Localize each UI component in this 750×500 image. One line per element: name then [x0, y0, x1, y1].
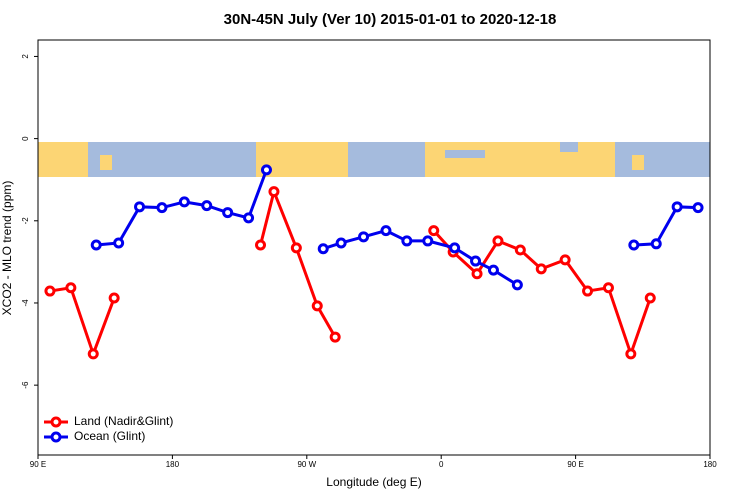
data-point	[268, 186, 280, 198]
data-point	[582, 285, 594, 297]
x-tick-label: 180	[166, 460, 180, 469]
data-point	[625, 348, 637, 360]
data-point	[514, 244, 526, 256]
x-tick-label: 90 E	[567, 460, 583, 469]
data-point	[44, 285, 56, 297]
y-tick-label: -4	[21, 299, 30, 307]
data-point	[156, 202, 168, 214]
x-tick-label: 180	[703, 460, 717, 469]
legend-marker	[50, 431, 62, 443]
data-point	[260, 164, 272, 176]
data-point	[65, 282, 77, 294]
data-point	[90, 239, 102, 251]
plot-frame	[37, 39, 711, 456]
data-point	[311, 300, 323, 312]
legend-label: Land (Nadir&Glint)	[74, 414, 173, 428]
data-point	[380, 225, 392, 237]
data-point	[87, 348, 99, 360]
data-point	[290, 242, 302, 254]
chart-title: 30N-45N July (Ver 10) 2015-01-01 to 2020…	[224, 11, 557, 28]
data-point	[628, 239, 640, 251]
x-tick-label: 90 E	[30, 460, 46, 469]
x-tick-label: 0	[439, 460, 444, 469]
data-point	[113, 237, 125, 249]
data-point	[178, 196, 190, 208]
data-point	[671, 201, 683, 213]
map-band	[38, 142, 710, 177]
data-point	[134, 201, 146, 213]
data-point	[422, 235, 434, 247]
data-point	[535, 263, 547, 275]
data-point	[471, 268, 483, 280]
series-line	[49, 186, 652, 359]
y-axis-label: XCO2 - MLO trend (ppm)	[0, 181, 14, 316]
data-point	[201, 200, 213, 212]
data-point	[255, 239, 267, 251]
legend-marker	[50, 416, 62, 428]
y-tick-label: -2	[21, 217, 30, 225]
y-tick-label: 2	[21, 54, 30, 59]
x-tick-label: 90 W	[297, 460, 316, 469]
data-point	[487, 264, 499, 276]
data-point	[492, 235, 504, 247]
data-point	[335, 237, 347, 249]
data-point	[559, 254, 571, 266]
data-point	[511, 279, 523, 291]
data-point	[243, 212, 255, 224]
data-point	[449, 242, 461, 254]
data-point	[358, 231, 370, 243]
y-tick-label: -6	[21, 381, 30, 389]
data-point	[401, 235, 413, 247]
data-point	[692, 202, 704, 214]
data-point	[644, 292, 656, 304]
data-point	[222, 207, 234, 219]
data-point	[317, 243, 329, 255]
data-point	[428, 225, 440, 237]
series-line	[96, 169, 699, 287]
data-point	[650, 238, 662, 250]
data-point	[108, 292, 120, 304]
data-point	[329, 331, 341, 343]
data-point	[470, 255, 482, 267]
x-axis-label: Longitude (deg E)	[326, 475, 421, 489]
y-tick-label: 0	[21, 136, 30, 141]
legend-label: Ocean (Glint)	[74, 429, 145, 443]
data-point	[602, 282, 614, 294]
